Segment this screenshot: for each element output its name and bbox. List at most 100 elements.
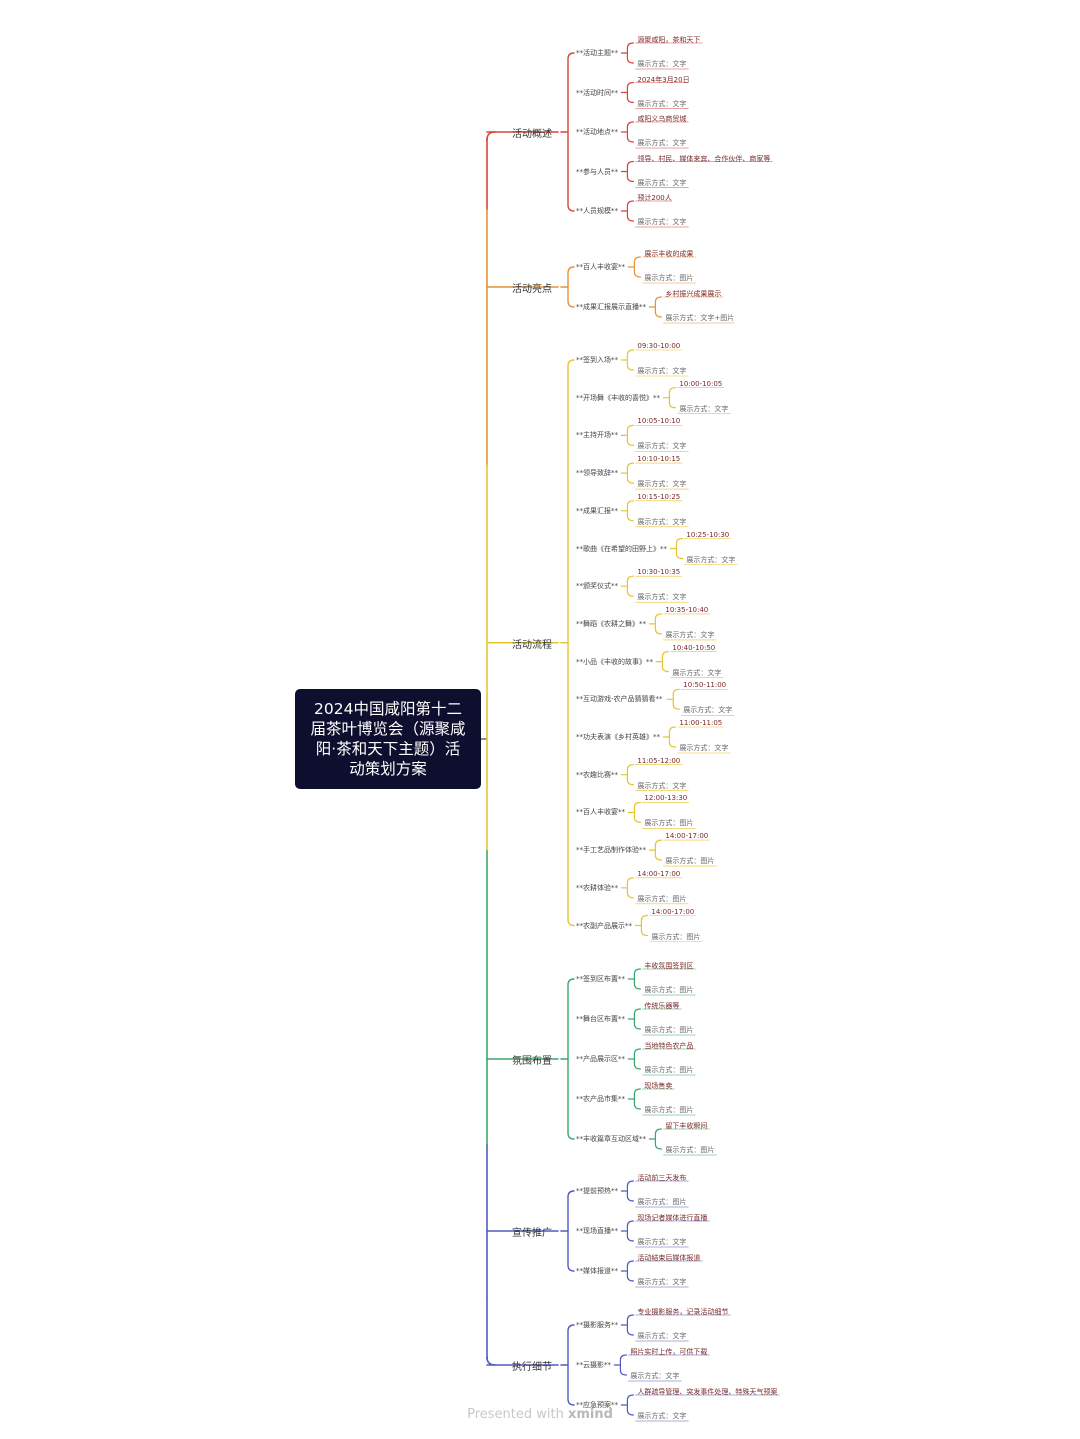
leaf-value[interactable]: 12:00-13:30	[644, 794, 688, 803]
sub-topic[interactable]: **功夫表演《乡村英雄》**	[576, 733, 660, 741]
leaf-value[interactable]: 11:00-11:05	[679, 719, 723, 727]
leaf-display-mode[interactable]: 展示方式：文字	[637, 1238, 687, 1246]
leaf-display-mode[interactable]: 展示方式：文字	[637, 442, 687, 451]
leaf-display-mode[interactable]: 展示方式：图片	[665, 1146, 715, 1154]
root-topic[interactable]: 2024中国咸阳第十二 届茶叶博览会（源聚咸 阳·茶和天下主题）活 动策划方案	[295, 689, 481, 789]
leaf-value[interactable]: 活动结束后媒体报道	[637, 1254, 701, 1262]
leaf-value[interactable]: 14:00-17:00	[637, 869, 681, 878]
sub-topic[interactable]: **手工艺品制作体验**	[576, 846, 646, 855]
leaf-display-mode[interactable]: 展示方式：文字	[637, 60, 687, 68]
sub-topic[interactable]: **颁奖仪式**	[576, 582, 618, 591]
leaf-display-mode[interactable]: 展示方式：文字	[672, 668, 722, 677]
sub-topic[interactable]: **活动地点**	[576, 128, 618, 136]
leaf-display-mode[interactable]: 展示方式：文字	[637, 99, 687, 108]
leaf-value[interactable]: 领导、村民、媒体来宾、合作伙伴、商家等	[637, 154, 771, 163]
sub-topic[interactable]: **互动游戏-农产品猜猜看**	[576, 695, 663, 704]
leaf-display-mode[interactable]: 展示方式：图片	[644, 274, 694, 282]
leaf-display-mode[interactable]: 展示方式：图片	[644, 1066, 694, 1074]
sub-topic[interactable]: **摄影服务**	[576, 1321, 618, 1329]
branch-topic[interactable]: 活动概述	[512, 129, 552, 140]
branch-topic[interactable]: 宣传推广	[512, 1228, 552, 1239]
leaf-value[interactable]: 当地特色农产品	[644, 1042, 694, 1050]
leaf-value[interactable]: 现场售卖	[644, 1082, 673, 1090]
leaf-value[interactable]: 专业摄影服务，记录活动细节	[637, 1308, 729, 1316]
leaf-display-mode[interactable]: 展示方式：文字	[637, 218, 687, 226]
leaf-display-mode[interactable]: 展示方式：文字	[637, 593, 687, 602]
sub-topic[interactable]: **百人丰收宴**	[576, 263, 625, 271]
sub-topic[interactable]: **舞蹈《农耕之舞》**	[576, 619, 646, 628]
branch-topic[interactable]: 氛围布置	[512, 1056, 552, 1067]
sub-topic[interactable]: **云摄影**	[576, 1361, 611, 1369]
sub-topic[interactable]: **百人丰收宴**	[576, 808, 625, 817]
leaf-value[interactable]: 展示丰收的成果	[644, 250, 694, 258]
leaf-display-mode[interactable]: 展示方式：文字	[637, 1332, 687, 1340]
leaf-value[interactable]: 留下丰收瞬间	[665, 1122, 708, 1130]
leaf-value[interactable]: 传统乐器等	[644, 1002, 680, 1010]
leaf-display-mode[interactable]: 展示方式：图片	[644, 1106, 694, 1114]
sub-topic[interactable]: **领导致辞**	[576, 469, 618, 478]
leaf-display-mode[interactable]: 展示方式：图片	[644, 819, 694, 828]
leaf-value[interactable]: 10:15-10:25	[637, 492, 681, 501]
branch-topic[interactable]: 活动流程	[512, 639, 552, 651]
leaf-display-mode[interactable]: 展示方式：文字	[679, 744, 729, 752]
leaf-value[interactable]: 乡村振兴成果展示	[665, 290, 722, 298]
sub-topic[interactable]: **产品展示区**	[576, 1055, 625, 1063]
sub-topic[interactable]: **小品《丰收的故事》**	[576, 657, 653, 666]
leaf-display-mode[interactable]: 展示方式：文字	[637, 178, 687, 187]
sub-topic[interactable]: **现场直播**	[576, 1227, 618, 1235]
leaf-value[interactable]: 10:40-10:50	[672, 643, 716, 652]
leaf-display-mode[interactable]: 展示方式：文字	[630, 1372, 680, 1380]
sub-topic[interactable]: **歌曲《在希望的田野上》**	[576, 544, 667, 553]
leaf-value[interactable]: 10:35-10:40	[665, 605, 709, 614]
leaf-display-mode[interactable]: 展示方式：文字	[637, 480, 687, 489]
sub-topic[interactable]: **应急预案**	[576, 1401, 618, 1409]
leaf-value[interactable]: 09:30-10:00	[637, 342, 681, 350]
leaf-value[interactable]: 14:00-17:00	[665, 832, 709, 841]
leaf-value[interactable]: 10:25-10:30	[686, 530, 730, 539]
leaf-display-mode[interactable]: 展示方式：图片	[644, 986, 694, 994]
leaf-value[interactable]: 丰收氛围签到区	[644, 962, 694, 970]
sub-topic[interactable]: **主持开场**	[576, 431, 618, 440]
leaf-value[interactable]: 10:05-10:10	[637, 417, 681, 426]
leaf-display-mode[interactable]: 展示方式：文字	[665, 630, 715, 639]
leaf-value[interactable]: 10:00-10:05	[679, 379, 723, 388]
leaf-display-mode[interactable]: 展示方式：图片	[637, 1198, 687, 1206]
sub-topic[interactable]: **活动主题**	[576, 49, 618, 57]
sub-topic[interactable]: **成果汇报**	[576, 506, 618, 515]
leaf-value[interactable]: 照片实时上传，可供下载	[630, 1348, 708, 1356]
leaf-display-mode[interactable]: 展示方式：图片	[651, 932, 701, 941]
leaf-value[interactable]: 10:30-10:35	[637, 568, 681, 577]
sub-topic[interactable]: **成果汇报展示直播**	[576, 303, 646, 311]
sub-topic[interactable]: **农产品市集**	[576, 1095, 625, 1103]
leaf-display-mode[interactable]: 展示方式：文字+图片	[665, 314, 735, 322]
leaf-display-mode[interactable]: 展示方式：文字	[679, 404, 729, 413]
leaf-value[interactable]: 预计200人	[637, 194, 672, 202]
leaf-display-mode[interactable]: 展示方式：文字	[637, 1412, 687, 1420]
sub-topic[interactable]: **农趣比赛**	[576, 770, 618, 779]
leaf-display-mode[interactable]: 展示方式：图片	[665, 857, 715, 866]
sub-topic[interactable]: **人员规模**	[576, 207, 618, 215]
leaf-value[interactable]: 2024年3月20日	[637, 75, 690, 84]
leaf-display-mode[interactable]: 展示方式：文字	[683, 706, 733, 715]
leaf-value[interactable]: 10:10-10:15	[637, 455, 681, 464]
sub-topic[interactable]: **活动时间**	[576, 88, 618, 97]
sub-topic[interactable]: **舞台区布置**	[576, 1015, 625, 1023]
leaf-display-mode[interactable]: 展示方式：文字	[637, 517, 687, 526]
leaf-value[interactable]: 14:00-17:00	[651, 907, 695, 916]
sub-topic[interactable]: **提前预热**	[576, 1187, 618, 1195]
sub-topic[interactable]: **签到区布置**	[576, 975, 625, 983]
branch-topic[interactable]: 活动亮点	[512, 284, 552, 295]
sub-topic[interactable]: **签到入场**	[576, 356, 618, 364]
leaf-value[interactable]: 源聚咸阳，茶和天下	[637, 36, 701, 44]
leaf-display-mode[interactable]: 展示方式：图片	[644, 1026, 694, 1034]
sub-topic[interactable]: **农副产品展示**	[576, 921, 632, 930]
leaf-value[interactable]: 10:50-11:00	[683, 681, 727, 690]
leaf-value[interactable]: 现场记者媒体进行直播	[637, 1214, 708, 1222]
leaf-display-mode[interactable]: 展示方式：文字	[637, 781, 687, 790]
sub-topic[interactable]: **开场舞《丰收的喜悦》**	[576, 393, 660, 402]
leaf-value[interactable]: 咸阳义乌商贸城	[637, 115, 687, 123]
sub-topic[interactable]: **参与人员**	[576, 167, 618, 176]
sub-topic[interactable]: **农耕体验**	[576, 883, 618, 892]
leaf-display-mode[interactable]: 展示方式：文字	[637, 1278, 687, 1286]
leaf-display-mode[interactable]: 展示方式：文字	[637, 367, 687, 375]
